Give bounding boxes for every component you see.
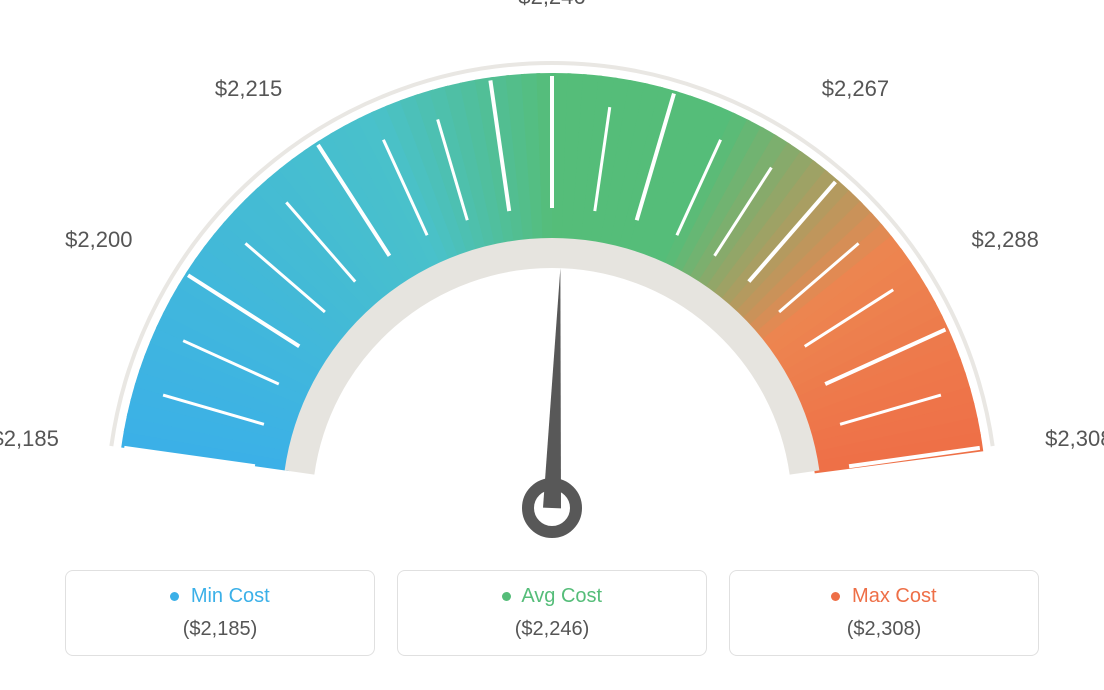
gauge-tick-label: $2,215 [215,76,282,102]
legend-min-title: Min Cost [76,585,364,608]
legend-avg-value: ($2,246) [408,618,696,641]
gauge-tick-label: $2,288 [972,227,1039,253]
legend-min-value: ($2,185) [76,618,364,641]
legend-max-value: ($2,308) [740,618,1028,641]
gauge-tick-label: $2,308 [1045,426,1104,452]
legend-avg-title: Avg Cost [408,585,696,608]
gauge-tick-label: $2,246 [518,0,585,10]
gauge-tick-label: $2,267 [822,76,889,102]
gauge-tick-label: $2,200 [65,227,132,253]
dot-icon [170,592,179,601]
legend-max-title: Max Cost [740,585,1028,608]
cost-gauge: $2,185 $2,200 $2,215 $2,246 $2,267 $2,288 $2,3… [0,0,1104,560]
legend-min-box: Min Cost ($2,185) [65,570,375,656]
legend-max-label: Max Cost [852,585,936,607]
dot-icon [831,592,840,601]
gauge-tick-label: $2,185 [0,426,59,452]
legend-min-label: Min Cost [191,585,270,607]
gauge-svg [0,0,1104,560]
legend-max-box: Max Cost ($2,308) [729,570,1039,656]
legend-avg-box: Avg Cost ($2,246) [397,570,707,656]
legend-avg-label: Avg Cost [521,585,602,607]
legend-row: Min Cost ($2,185) Avg Cost ($2,246) Max … [0,560,1104,656]
dot-icon [502,592,511,601]
